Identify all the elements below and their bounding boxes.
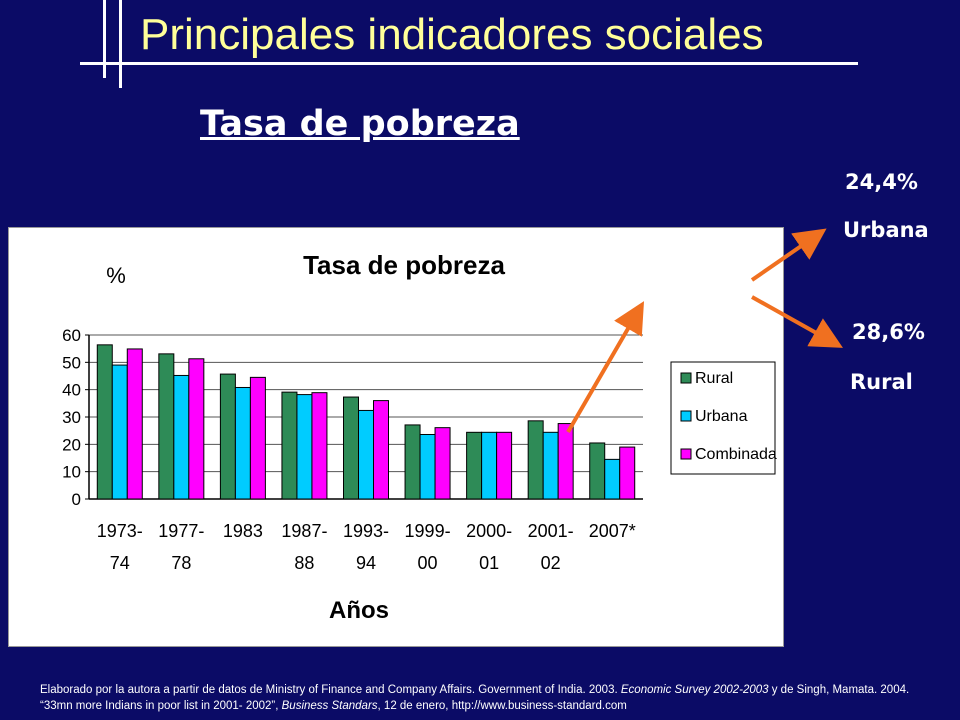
bar-combinada	[188, 358, 205, 500]
bar-rural	[527, 420, 544, 500]
y-tick-label: 60	[62, 326, 81, 345]
callout-combined-rate: 27,6%	[645, 270, 753, 306]
x-tick-label: 2001-	[528, 521, 574, 541]
x-tick-label: 78	[171, 553, 191, 573]
x-tick-label: 1999-	[405, 521, 451, 541]
bar-rural	[158, 353, 175, 500]
title-decor-vline-2	[119, 0, 122, 88]
title-decor-hline	[80, 62, 858, 65]
x-tick-label: 1987-	[281, 521, 327, 541]
poverty-rate-chart: Tasa de pobreza%Años01020304050601973-74…	[62, 250, 777, 624]
x-tick-label: 1993-	[343, 521, 389, 541]
x-tick-label: 02	[541, 553, 561, 573]
bar-rural	[589, 442, 606, 500]
bar-urbana	[542, 431, 559, 500]
source-text-3: , 12 de enero, http://www.business-stand…	[377, 700, 627, 712]
legend-label-rural: Rural	[695, 370, 733, 387]
bar-rural	[281, 391, 298, 500]
legend-swatch-rural	[680, 372, 692, 384]
chart-container: Tasa de pobreza% Años 0 10 20 30 40 50 60 1973- 74…	[8, 227, 784, 647]
legend-label-combinada: Combinada	[695, 446, 777, 463]
x-tick-label: 2000-	[466, 521, 512, 541]
y-axis-label: %	[106, 263, 126, 288]
y-tick-label: 50	[62, 353, 81, 372]
x-axis-label: Años	[329, 597, 389, 624]
x-tick-label: 94	[356, 553, 376, 573]
x-tick-label: 2007*	[589, 521, 636, 541]
bar-rural	[96, 344, 113, 500]
slide-title: Principales indicadores sociales	[140, 10, 764, 59]
bar-urbana	[419, 433, 436, 500]
bar-combinada	[126, 348, 143, 500]
y-tick-label: 10	[62, 463, 81, 482]
y-tick-label: 30	[62, 408, 81, 427]
bar-urbana	[173, 374, 190, 500]
source-text-2: y de Singh, Mamata. 2004. “33mn more Ind…	[40, 684, 910, 712]
callout-rural-rate: 28,6%	[852, 320, 925, 344]
bar-rural	[466, 431, 483, 500]
bar-combinada	[249, 376, 266, 500]
x-tick-label: 1977-	[158, 521, 204, 541]
y-tick-label: 40	[62, 381, 81, 400]
legend-swatch-urbana	[680, 410, 692, 422]
callout-urban-label: Urbana	[843, 218, 929, 242]
source-title-2: Business Standars	[281, 700, 378, 712]
legend-swatch-combinada	[680, 448, 692, 460]
bar-rural	[343, 396, 359, 500]
bar-urbana	[604, 458, 621, 500]
x-tick-label: 1983	[223, 521, 263, 541]
bar-rural	[219, 373, 236, 500]
bar-combinada	[496, 431, 513, 500]
chart-title: Tasa de pobreza	[303, 250, 505, 280]
bar-urbana	[111, 364, 128, 500]
bar-rural	[404, 424, 421, 500]
y-tick-label: 20	[62, 435, 81, 454]
source-text-1: Elaborado por la autora a partir de dato…	[40, 684, 621, 696]
y-tick-label: 0	[72, 490, 81, 509]
x-tick-label: 00	[418, 553, 438, 573]
bar-combinada	[434, 427, 451, 500]
bar-urbana	[234, 386, 251, 500]
bar-combinada	[619, 446, 636, 500]
source-note: Elaborado por la autora a partir de dato…	[40, 682, 920, 720]
bar-urbana	[358, 409, 374, 500]
legend-label-urbana: Urbana	[695, 408, 748, 425]
bar-urbana	[481, 431, 498, 500]
title-decor-vline-1	[103, 0, 106, 78]
x-tick-label: 1973-	[97, 521, 143, 541]
callout-rural-label: Rural	[850, 370, 913, 394]
bar-combinada	[373, 400, 389, 500]
bar-combinada	[557, 423, 574, 500]
callout-urban-rate: 24,4%	[845, 170, 918, 194]
x-tick-label: 74	[110, 553, 130, 573]
bar-combinada	[311, 392, 328, 500]
x-tick-label: 01	[479, 553, 499, 573]
x-tick-label: 88	[294, 553, 314, 573]
bar-urbana	[296, 394, 313, 500]
slide-subtitle: Tasa de pobreza	[200, 104, 520, 144]
source-title-1: Economic Survey 2002-2003	[620, 684, 769, 696]
